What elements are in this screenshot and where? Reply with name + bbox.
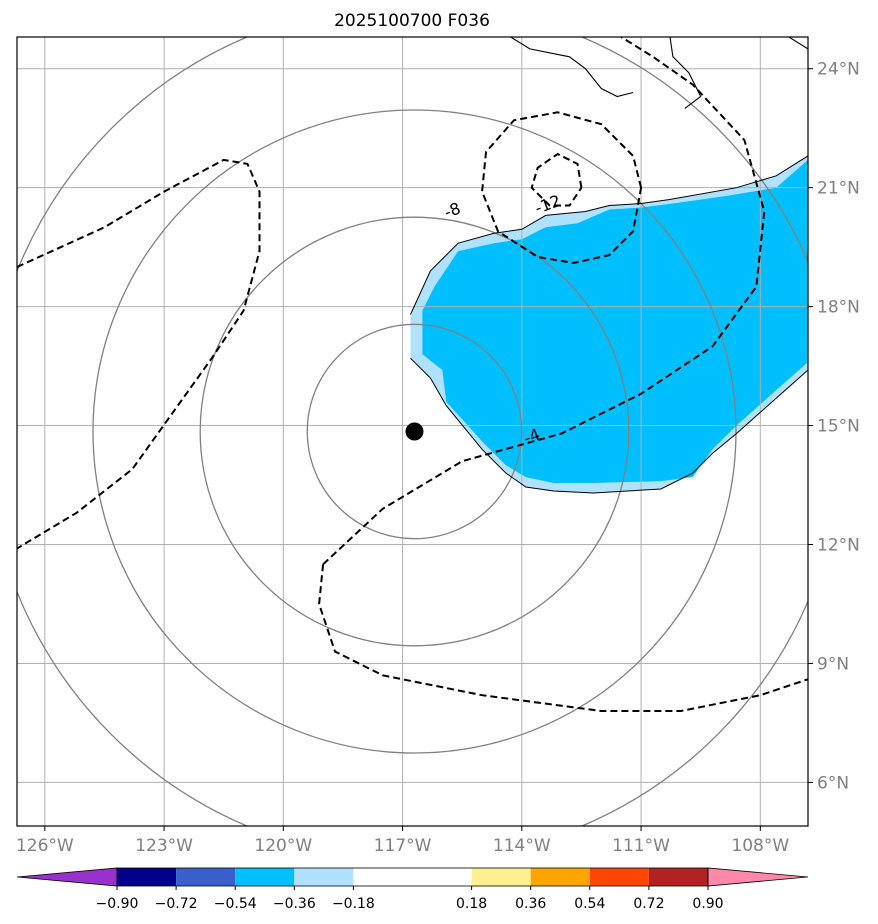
x-tick-label: 111°W bbox=[612, 836, 670, 856]
colorbar-extend-low bbox=[16, 867, 118, 887]
center-marker-layer bbox=[405, 422, 424, 441]
colorbar-extend-high bbox=[707, 867, 809, 887]
shade-inner-fill bbox=[422, 159, 808, 483]
colorbar-segment bbox=[235, 868, 295, 886]
colorbar-segment bbox=[294, 868, 354, 886]
y-tick-label: 15°N bbox=[817, 417, 860, 437]
y-tick-label: 18°N bbox=[817, 298, 860, 318]
shaded-anomaly-region bbox=[410, 155, 808, 493]
colorbar-label: −0.18 bbox=[332, 896, 375, 912]
contour-label: -4 bbox=[521, 425, 542, 448]
colorbar-label: 0.54 bbox=[574, 896, 605, 912]
contour-line bbox=[322, 37, 766, 566]
colorbar-label: −0.36 bbox=[273, 896, 316, 912]
land-edge-line bbox=[410, 155, 808, 494]
colorbar-segment bbox=[117, 868, 177, 886]
colorbar-label: −0.72 bbox=[155, 896, 198, 912]
coastline bbox=[509, 37, 634, 98]
coastlines bbox=[410, 37, 808, 494]
y-tick-label: 6°N bbox=[817, 773, 849, 793]
range-ring bbox=[199, 216, 630, 647]
range-ring bbox=[92, 109, 737, 754]
colorbar-label: 0.72 bbox=[633, 896, 664, 912]
dashed-contours bbox=[17, 37, 808, 712]
x-tick-label: 126°W bbox=[16, 836, 74, 856]
colorbar-label: 0.36 bbox=[515, 896, 546, 912]
x-tick-label: 108°W bbox=[731, 836, 789, 856]
map-frame bbox=[16, 36, 809, 827]
coastline bbox=[787, 37, 808, 50]
colorbar-label: 0.90 bbox=[692, 896, 723, 912]
contour-label: -8 bbox=[442, 199, 463, 222]
y-tick-label: 21°N bbox=[817, 179, 860, 199]
colorbar-label: −0.90 bbox=[96, 896, 139, 912]
contour-line bbox=[530, 152, 583, 207]
x-tick-label: 114°W bbox=[493, 836, 551, 856]
longitude-ticks: 126°W 123°W 120°W 117°W 114°W 111°W 108°W bbox=[16, 826, 789, 856]
colorbar: −0.90 −0.72 −0.54 −0.36 −0.18 0.18 0.36 0.54 0.7… bbox=[16, 867, 809, 912]
y-tick-label: 9°N bbox=[817, 654, 849, 674]
x-tick-label: 120°W bbox=[254, 836, 312, 856]
range-ring bbox=[306, 323, 523, 540]
colorbar-segment bbox=[530, 868, 590, 886]
colorbar-segment bbox=[353, 868, 472, 886]
y-tick-label: 12°N bbox=[817, 535, 860, 555]
colorbar-label: 0.18 bbox=[456, 896, 487, 912]
map-area: -8 -12-4 bbox=[17, 37, 808, 826]
x-tick-label: 117°W bbox=[374, 836, 432, 856]
contour-line bbox=[318, 564, 808, 712]
colorbar-label: −0.54 bbox=[214, 896, 257, 912]
colorbar-segment bbox=[589, 868, 649, 886]
range-rings bbox=[17, 37, 808, 826]
x-tick-label: 123°W bbox=[135, 836, 193, 856]
chart-title: 2025100700 F036 bbox=[334, 11, 490, 31]
colorbar-segment bbox=[176, 868, 236, 886]
colorbar-frame bbox=[116, 867, 709, 887]
y-tick-label: 24°N bbox=[817, 60, 860, 80]
contour-line bbox=[17, 158, 261, 550]
colorbar-segment bbox=[471, 868, 531, 886]
coastline bbox=[669, 37, 702, 109]
colorbar-segment bbox=[648, 868, 708, 886]
contour-line bbox=[481, 111, 643, 265]
latitude-ticks: 6°N 9°N 12°N 15°N 18°N 21°N 24°N bbox=[808, 60, 860, 793]
center-marker-dot bbox=[405, 422, 424, 441]
